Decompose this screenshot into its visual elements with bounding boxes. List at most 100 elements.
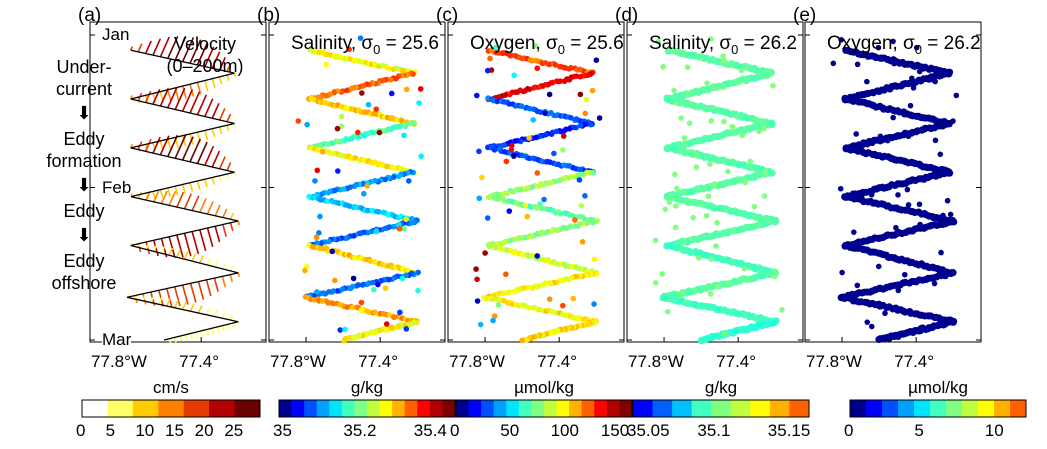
velocity-vector bbox=[144, 138, 152, 152]
data-point bbox=[314, 167, 321, 174]
data-point bbox=[672, 224, 679, 231]
data-point bbox=[323, 61, 329, 68]
data-point bbox=[875, 335, 883, 344]
data-point bbox=[319, 148, 326, 155]
panel-frame-b bbox=[268, 21, 446, 343]
data-point bbox=[666, 199, 673, 205]
panel-title-velocity: Velocity (0–200m) bbox=[166, 34, 244, 76]
velocity-vector bbox=[205, 307, 211, 316]
velocity-vector bbox=[195, 331, 199, 339]
data-point bbox=[388, 90, 395, 97]
data-point bbox=[938, 249, 944, 256]
velocity-vector bbox=[173, 299, 179, 309]
data-point bbox=[559, 302, 566, 309]
data-point bbox=[944, 197, 951, 204]
data-point bbox=[506, 208, 513, 214]
data-point bbox=[536, 306, 543, 313]
data-point bbox=[334, 125, 341, 132]
velocity-vector bbox=[211, 177, 216, 185]
velocity-vector bbox=[211, 128, 216, 138]
data-point bbox=[891, 60, 897, 67]
velocity-vector bbox=[181, 89, 194, 112]
colorbar-swatch bbox=[730, 400, 751, 417]
colorbar-swatch bbox=[82, 400, 108, 417]
panel-frame-d bbox=[626, 21, 804, 343]
data-point bbox=[707, 291, 714, 297]
data-point bbox=[741, 265, 748, 272]
velocity-vector bbox=[165, 288, 173, 307]
data-point bbox=[511, 248, 518, 255]
velocity-vector bbox=[233, 72, 237, 78]
data-point bbox=[953, 92, 960, 99]
colorbar-frame bbox=[455, 399, 633, 418]
data-point bbox=[295, 118, 302, 124]
colorbar-tick-label: 100 bbox=[550, 421, 579, 440]
data-point bbox=[403, 86, 410, 93]
data-point bbox=[552, 62, 559, 68]
data-point bbox=[904, 186, 911, 193]
data-point bbox=[397, 309, 403, 316]
velocity-vector bbox=[222, 263, 227, 270]
data-point bbox=[415, 269, 421, 276]
data-point bbox=[695, 255, 702, 261]
data-point bbox=[577, 73, 584, 80]
data-point bbox=[490, 317, 496, 324]
panel-label-e: (e) bbox=[793, 5, 817, 26]
velocity-vector bbox=[181, 301, 187, 310]
data-point bbox=[302, 267, 308, 274]
velocity-vector bbox=[152, 191, 156, 199]
velocity-vector bbox=[166, 298, 171, 307]
colorbar-swatch bbox=[481, 400, 495, 417]
data-point bbox=[884, 137, 891, 144]
velocity-vector bbox=[237, 321, 241, 326]
data-point bbox=[526, 305, 532, 311]
velocity-vector bbox=[189, 333, 194, 340]
colorbar-tick-label: 35.4 bbox=[413, 421, 447, 440]
velocity-vector bbox=[159, 189, 164, 198]
data-point bbox=[693, 164, 700, 170]
stage-eddy-formation: Eddy formation bbox=[46, 129, 122, 171]
data-point bbox=[895, 192, 901, 198]
data-point bbox=[560, 133, 567, 139]
colorbar-swatch bbox=[606, 400, 620, 417]
colorbar-swatch bbox=[429, 400, 443, 417]
velocity-vector bbox=[213, 309, 218, 317]
colorbar-swatch bbox=[898, 400, 915, 417]
colorbar-tick-label: 10 bbox=[135, 421, 155, 440]
velocity-vector bbox=[191, 253, 197, 262]
data-point bbox=[496, 196, 502, 202]
data-point bbox=[399, 275, 406, 282]
data-point bbox=[917, 221, 923, 228]
data-point bbox=[762, 169, 768, 175]
data-point bbox=[906, 260, 913, 267]
data-point bbox=[541, 196, 547, 203]
data-point bbox=[323, 245, 330, 251]
velocity-vector bbox=[206, 227, 214, 248]
data-point bbox=[854, 61, 861, 68]
data-point bbox=[508, 146, 515, 153]
data-point bbox=[316, 230, 322, 236]
data-point bbox=[932, 137, 939, 144]
data-point bbox=[334, 168, 341, 174]
velocity-vector bbox=[174, 135, 187, 159]
data-point bbox=[653, 279, 659, 286]
data-point bbox=[711, 181, 717, 187]
data-point bbox=[697, 336, 705, 345]
velocity-vector bbox=[214, 226, 221, 243]
velocity-vector bbox=[168, 191, 177, 206]
colorbar-swatch bbox=[994, 400, 1011, 417]
data-point bbox=[868, 323, 875, 330]
data-point bbox=[950, 118, 956, 124]
data-point bbox=[474, 298, 481, 304]
velocity-vector bbox=[211, 102, 220, 119]
data-point bbox=[357, 35, 364, 41]
colorbar-frame bbox=[632, 399, 810, 418]
data-point bbox=[891, 254, 898, 260]
colorbar-swatch bbox=[493, 400, 507, 417]
data-point bbox=[495, 302, 502, 308]
velocity-vector bbox=[167, 35, 179, 59]
velocity-vector bbox=[159, 87, 170, 107]
panel-title-d: Salinity, σ0 = 26.2 bbox=[649, 33, 797, 57]
data-point bbox=[893, 304, 899, 311]
data-point bbox=[329, 248, 336, 255]
